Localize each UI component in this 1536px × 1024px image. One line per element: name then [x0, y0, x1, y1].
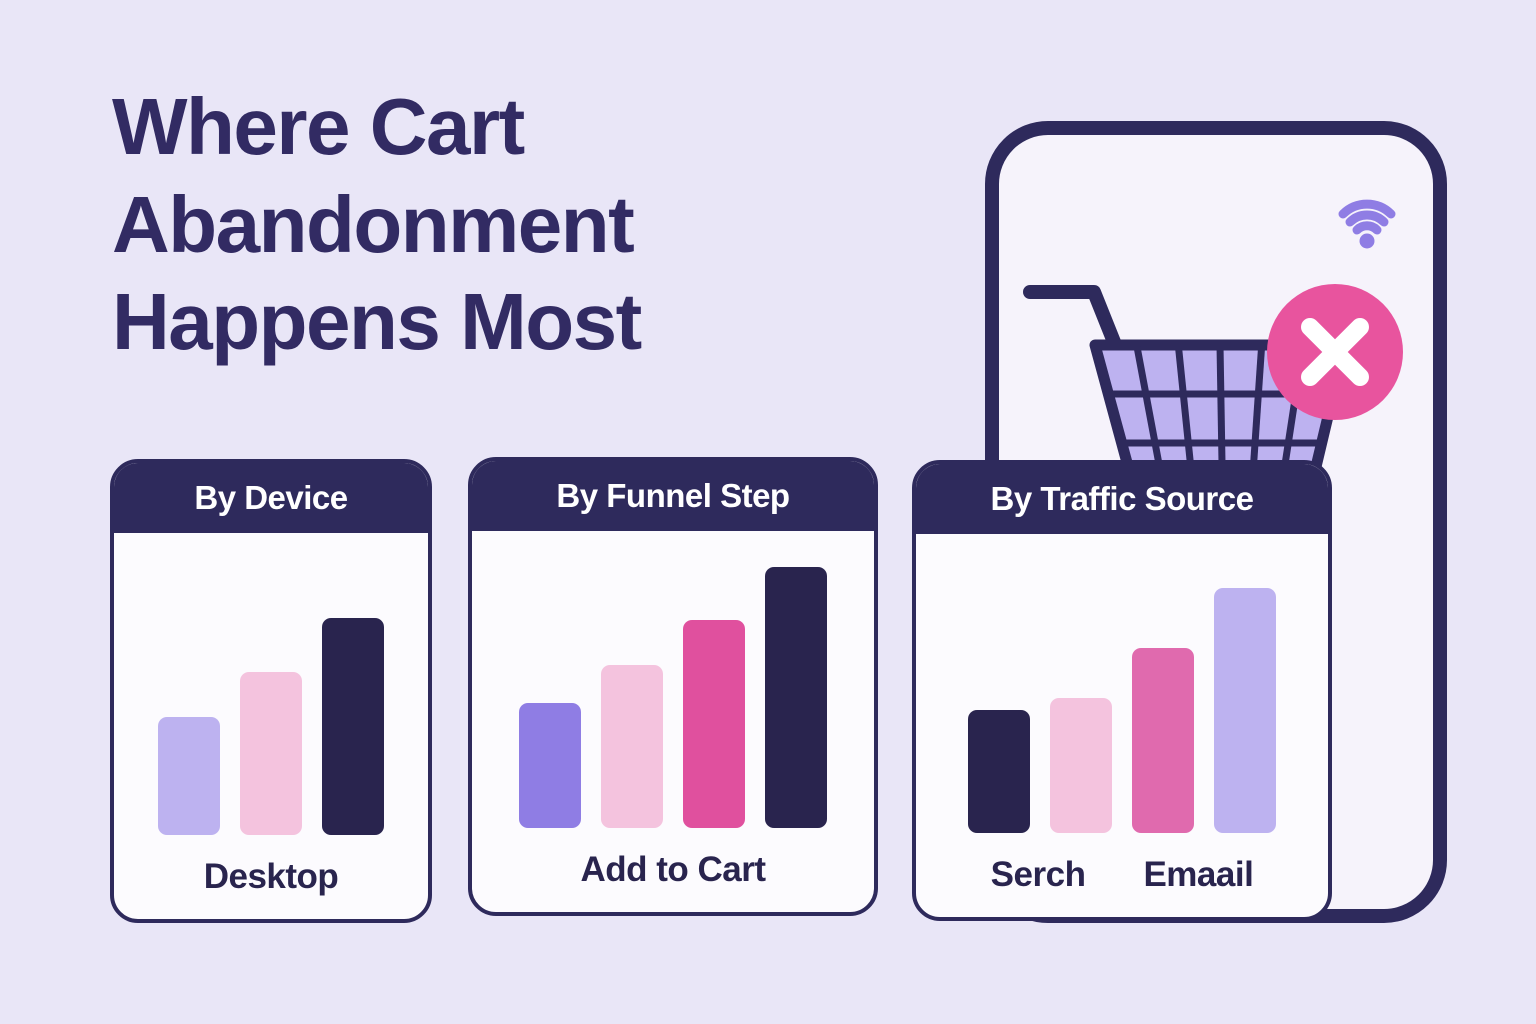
- title-line-1: Where Cart: [112, 82, 525, 171]
- title-line-2: Abandonment: [112, 179, 635, 269]
- page-title: Where Cart Abandonment Happens Most: [112, 78, 642, 371]
- chart-captions-by-funnel-step: Add to Cart: [472, 828, 874, 912]
- bar-chart-by-traffic-source: [916, 534, 1328, 833]
- bar-by-traffic-source-3: [1132, 647, 1194, 833]
- wifi-icon: [1338, 199, 1396, 249]
- bar-by-traffic-source-4: [1214, 587, 1276, 833]
- chart-captions-by-device: Desktop: [114, 835, 428, 919]
- card-header-by-funnel-step: By Funnel Step: [472, 461, 874, 531]
- bar-by-traffic-source-1: [968, 710, 1030, 833]
- bar-by-traffic-source-2: [1050, 698, 1112, 833]
- axis-caption: Desktop: [203, 857, 339, 896]
- bar-by-device-1: [158, 717, 220, 835]
- bar-by-funnel-step-1: [519, 703, 581, 828]
- card-by-traffic-source: By Traffic Source Serch Emaail: [912, 460, 1332, 921]
- axis-caption: Serch: [990, 855, 1086, 894]
- card-header-by-traffic-source: By Traffic Source: [916, 464, 1328, 534]
- x-badge-cross: [1301, 318, 1369, 386]
- card-by-funnel-step: By Funnel Step Add to Cart: [468, 457, 878, 916]
- bar-chart-by-funnel-step: [472, 531, 874, 828]
- axis-caption: Emaail: [1143, 855, 1254, 894]
- bar-by-funnel-step-2: [601, 664, 663, 828]
- bar-by-funnel-step-3: [683, 620, 745, 828]
- shopping-cart-icon: [1023, 285, 1351, 498]
- card-header-by-device: By Device: [114, 463, 428, 533]
- cart-handle: [1023, 285, 1123, 354]
- card-by-device: By Device Desktop: [110, 459, 432, 923]
- x-mark-icon: [1267, 284, 1403, 420]
- bar-by-device-3: [322, 617, 384, 835]
- bar-by-device-2: [240, 671, 302, 835]
- title-line-3: Happens Most: [112, 277, 642, 367]
- chart-captions-by-traffic-source: Serch Emaail: [916, 833, 1328, 917]
- bar-chart-by-device: [114, 533, 428, 835]
- axis-caption: Add to Cart: [580, 850, 766, 889]
- bar-by-funnel-step-4: [765, 566, 827, 828]
